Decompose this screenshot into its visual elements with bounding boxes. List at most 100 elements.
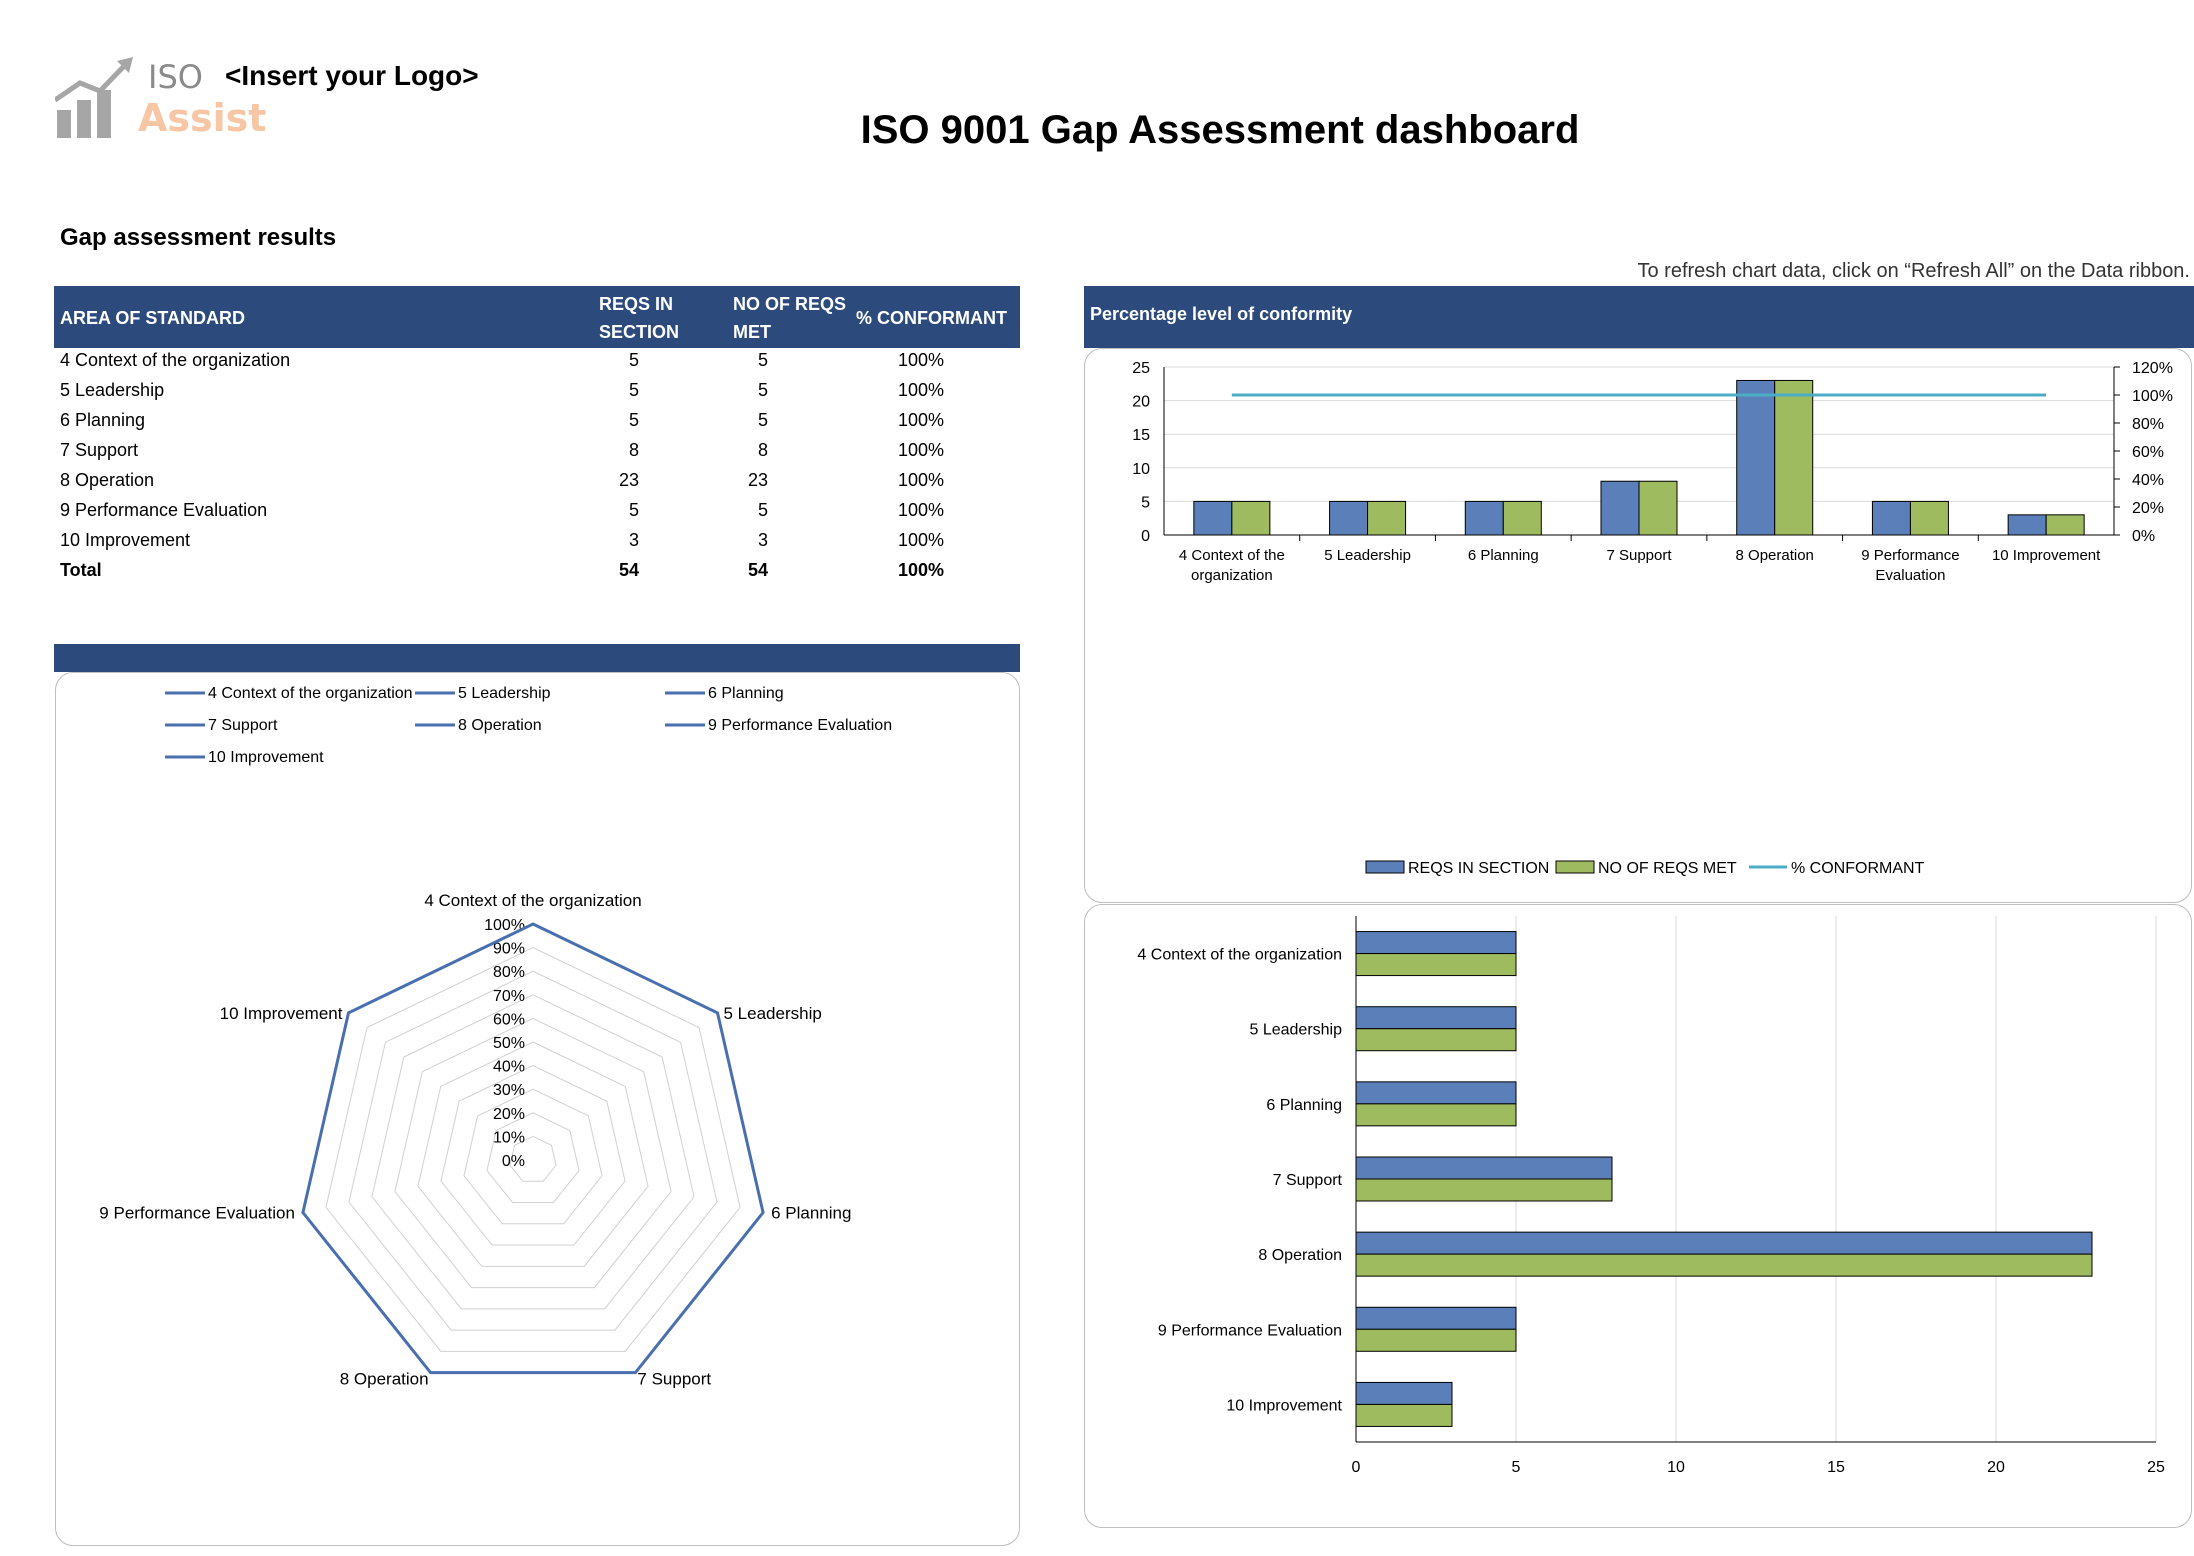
radar-gridline	[325, 947, 741, 1352]
radar-legend-label: 4 Context of the organization	[208, 685, 413, 702]
legend-label: % CONFORMANT	[1791, 860, 1925, 877]
cell-area: 8 Operation	[60, 470, 155, 490]
y-category-label: 4 Context of the organization	[1137, 947, 1342, 964]
y-tick-label: 5	[1141, 494, 1150, 511]
x-tick-label: 20	[1987, 1459, 2005, 1476]
y2-tick-label: 100%	[2132, 388, 2173, 405]
radar-tick-label: 50%	[493, 1035, 525, 1052]
cell-area: 5 Leadership	[60, 380, 165, 400]
radar-legend-label: 5 Leadership	[458, 685, 551, 702]
cell-reqs: 23	[618, 470, 639, 490]
y-tick-label: 15	[1132, 427, 1150, 444]
radar-gridline	[394, 1017, 672, 1289]
radar-tick-label: 70%	[493, 988, 525, 1005]
cell-met: 23	[747, 470, 768, 490]
hbar-chart-panel	[1084, 904, 2192, 1528]
cell-met: 54	[747, 560, 768, 580]
radar-tick-label: 60%	[493, 1011, 525, 1028]
hbar-series-1	[1355, 1381, 1453, 1405]
bar-reqs-in-section	[1600, 480, 1640, 536]
radar-category-label: 10 Improvement	[220, 1004, 343, 1023]
col-header-reqs-line1: REQS IN	[599, 294, 674, 314]
combo-bar-line-chart: 0 5 10 15 20 25 0% 20% 40% 60% 80% 100% 120% 4 Contex…	[1132, 360, 2173, 877]
y2-tick-label: 20%	[2132, 500, 2164, 517]
cell-pct: 100%	[897, 560, 944, 580]
cell-met: 5	[757, 410, 768, 430]
cell-reqs: 5	[628, 380, 639, 400]
col-header-reqs-line2: SECTION	[599, 322, 680, 342]
cell-reqs: 8	[628, 440, 639, 460]
table-row: 8 Operation 23 23 100%	[54, 466, 1020, 496]
col-header-met-line1: NO OF REQS	[733, 294, 847, 314]
hbar-series-2	[1355, 1403, 1453, 1427]
radar-gridline	[417, 1041, 649, 1267]
table-row: 10 Improvement 3 3 100%	[54, 526, 1020, 556]
bar-reqs-in-section	[2007, 514, 2047, 536]
table-row: 4 Context of the organization 5 5 100%	[54, 346, 1020, 376]
cell-reqs: 5	[628, 410, 639, 430]
hbar-series-2	[1355, 953, 1517, 977]
radar-tick-label: 10%	[493, 1129, 525, 1146]
bar-no-of-reqs-met	[1502, 500, 1542, 536]
cell-area: 4 Context of the organization	[60, 350, 291, 370]
hbar-series-1	[1355, 1006, 1517, 1030]
x-category-label: 10 Improvement	[1992, 547, 2101, 564]
hbar-series-2	[1355, 1253, 2093, 1277]
bar-reqs-in-section	[1329, 500, 1369, 536]
y-tick-label: 20	[1132, 394, 1150, 411]
table-row: 7 Support 8 8 100%	[54, 436, 1020, 466]
hbar-series-1	[1355, 1156, 1613, 1180]
radar-category-label: 5 Leadership	[724, 1004, 822, 1023]
cell-area: 10 Improvement	[60, 530, 191, 550]
radar-tick-label: 30%	[493, 1082, 525, 1099]
cell-reqs: 54	[618, 560, 639, 580]
logo-text-assist: Assist	[138, 96, 267, 140]
cell-met: 3	[757, 530, 768, 550]
bar-no-of-reqs-met	[2045, 514, 2085, 536]
section-title: Gap assessment results	[60, 224, 337, 251]
cell-pct: 100%	[897, 350, 944, 370]
col-header-pct: % CONFORMANT	[856, 308, 1007, 328]
cell-met: 5	[757, 350, 768, 370]
radar-tick-label: 40%	[493, 1059, 525, 1076]
y-tick-label: 10	[1132, 461, 1150, 478]
logo-text-iso: ISO	[148, 58, 203, 96]
y2-tick-label: 40%	[2132, 472, 2164, 489]
radar-legend-label: 6 Planning	[708, 685, 784, 702]
radar-section-band	[54, 644, 1020, 672]
cell-reqs: 3	[628, 530, 639, 550]
cell-pct: 100%	[897, 440, 944, 460]
x-tick-label: 15	[1827, 1459, 1845, 1476]
bar-reqs-in-section	[1871, 500, 1911, 536]
horizontal-bar-chart: 0 5 10 15 20 25 4 Context of the organization 5…	[1137, 916, 2165, 1476]
x-tick-label: 5	[1512, 1459, 1521, 1476]
bar-reqs-in-section	[1464, 500, 1504, 536]
y-category-label: 7 Support	[1273, 1172, 1343, 1189]
y2-tick-label: 0%	[2132, 528, 2155, 545]
bar-no-of-reqs-met	[1909, 500, 1949, 536]
bar-no-of-reqs-met	[1774, 379, 1814, 536]
x-category-label: 7 Support	[1606, 547, 1672, 564]
radar-gridline	[509, 1135, 557, 1182]
legend-label: REQS IN SECTION	[1408, 860, 1549, 877]
y-category-label: 10 Improvement	[1226, 1397, 1342, 1414]
cell-pct: 100%	[897, 470, 944, 490]
chart-section-title: Percentage level of conformity	[1090, 304, 1353, 324]
radar-category-label: 9 Performance Evaluation	[99, 1204, 295, 1223]
cell-area: Total	[60, 560, 102, 580]
hbar-series-2	[1355, 1103, 1517, 1127]
radar-tick-label: 20%	[493, 1106, 525, 1123]
y2-tick-label: 60%	[2132, 444, 2164, 461]
y-category-label: 9 Performance Evaluation	[1158, 1322, 1342, 1339]
radar-tick-label: 80%	[493, 964, 525, 981]
radar-tick-label: 100%	[484, 917, 525, 934]
cell-pct: 100%	[897, 380, 944, 400]
hbar-series-1	[1355, 1231, 2093, 1255]
radar-gridline	[302, 923, 764, 1374]
hbar-series-2	[1355, 1178, 1613, 1202]
radar-legend-label: 9 Performance Evaluation	[708, 717, 892, 734]
cell-pct: 100%	[897, 410, 944, 430]
table-row: 6 Planning 5 5 100%	[54, 406, 1020, 436]
cell-pct: 100%	[897, 500, 944, 520]
x-tick-label: 25	[2147, 1459, 2165, 1476]
